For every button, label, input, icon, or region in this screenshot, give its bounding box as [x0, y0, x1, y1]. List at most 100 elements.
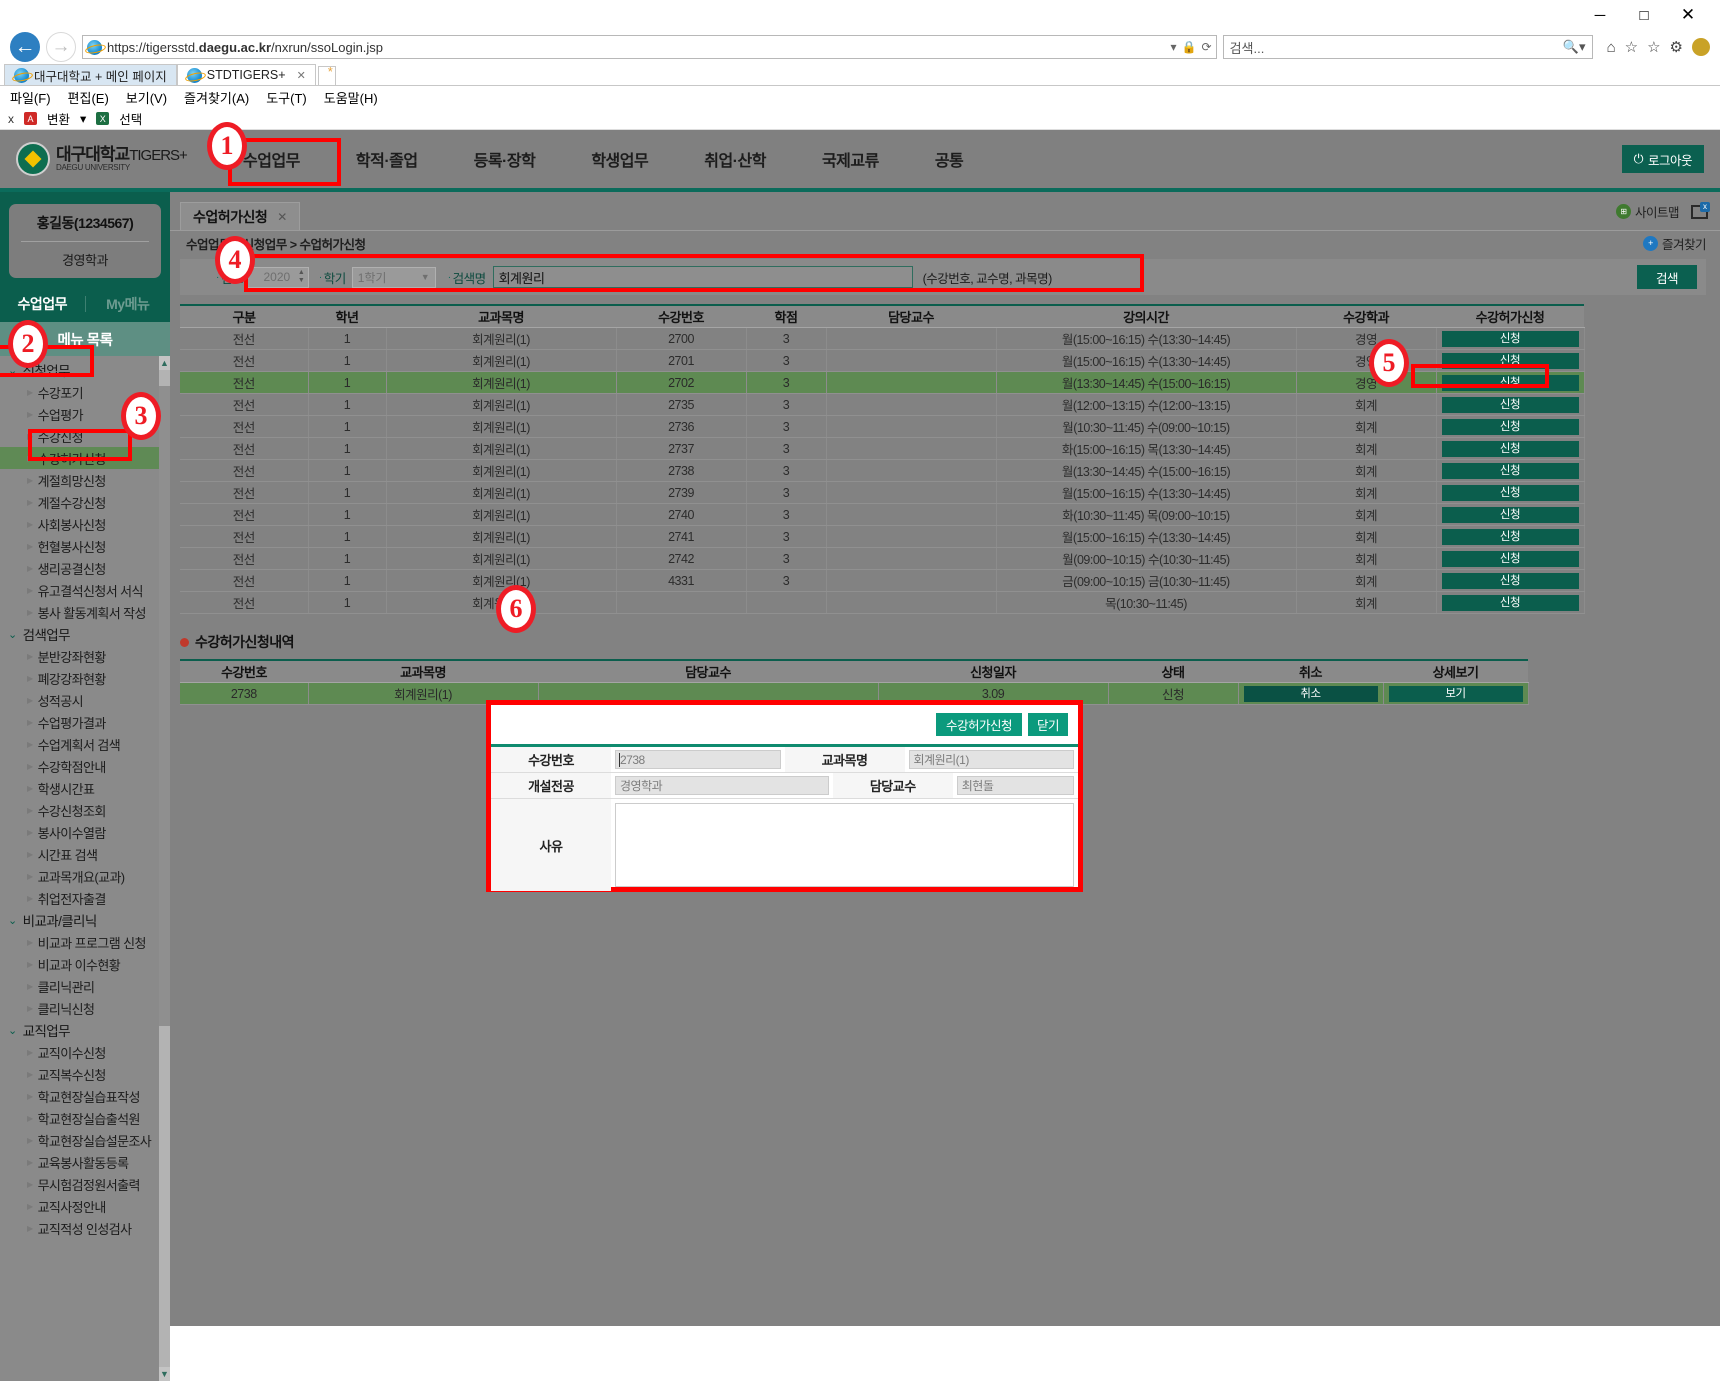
refresh-icon[interactable]: ⟳ — [1201, 40, 1212, 54]
table-row[interactable]: 전선 1 회계원리(1) 2736 3 월(10:30~11:45) 수(09:00~10… — [180, 415, 1585, 438]
table-row[interactable]: 전선 1 회계원리(1) 2737 3 화(15:00~16:15) 목(13:30~14… — [180, 437, 1585, 460]
sidebar-item-3-7[interactable]: ▶ 교직사정안내 — [0, 1195, 170, 1217]
sidebar-item-2-0[interactable]: ▶ 비교과 프로그램 신청 — [0, 931, 170, 953]
table-row[interactable]: 전선 1 회계원리(1) 2735 3 월(12:00~13:15) 수(12:00~13… — [180, 393, 1585, 416]
nav-item-chwieop[interactable]: 취업·산학 — [704, 153, 766, 170]
logout-button[interactable]: ⏻ 로그아웃 — [1621, 145, 1704, 173]
menu-edit[interactable]: 편집(E) — [67, 90, 109, 106]
sidebar-item-3-0[interactable]: ▶ 교직이수신청 — [0, 1041, 170, 1063]
sidebar-group-2[interactable]: ⌄ 비교과/클리닉 — [0, 909, 170, 931]
favorites-link[interactable]: + 즐겨찾기 — [1642, 234, 1707, 253]
menu-help[interactable]: 도움말(H) — [323, 90, 378, 106]
cancel-button[interactable]: 취소 — [1243, 685, 1378, 702]
modal-major-input[interactable]: 경영학과 — [615, 776, 829, 795]
menu-view[interactable]: 보기(V) — [125, 90, 168, 106]
nav-item-deungrok[interactable]: 등록·장학 — [473, 153, 536, 170]
nav-item-gongtong[interactable]: 공통 — [934, 153, 964, 170]
sidebar-item-1-10[interactable]: ▶ 교과목개요(교과) — [0, 865, 170, 887]
window-close-button[interactable]: ✕ — [1680, 5, 1696, 24]
sidebar-scrollbar[interactable]: ▲ ▼ — [159, 356, 170, 1381]
nav-item-haksaeng[interactable]: 학생업무 — [591, 153, 649, 170]
apply-button[interactable]: 신청 — [1441, 506, 1579, 523]
table-row[interactable]: 전선 1 회계원리(1) 4331 3 금(09:00~10:15) 금(10:30~11… — [180, 569, 1585, 592]
table-row[interactable]: 2738 회계원리(1) 3.09 신청 취소 보기 — [180, 682, 1529, 705]
back-button[interactable]: ← — [10, 32, 40, 62]
table-row[interactable]: 전선 1 회계원리(1) 2740 3 화(10:30~11:45) 목(09:00~10… — [180, 503, 1585, 526]
year-stepper[interactable]: 2020 ▲ ▼ — [244, 266, 309, 288]
sidebar-tab-mymenu[interactable]: My메뉴 — [106, 296, 150, 312]
modal-number-input[interactable]: 2738 — [615, 750, 781, 769]
close-icon[interactable]: ✕ — [277, 209, 288, 224]
nav-item-suup[interactable]: 수업업무 — [243, 153, 300, 170]
modal-course-input[interactable]: 회계원리(1) — [908, 750, 1074, 769]
table-row[interactable]: 전선 1 회계원리(1) 2702 3 월(13:30~14:45) 수(15:00~16… — [180, 371, 1585, 394]
content-tab-suupheogasincheong[interactable]: 수업허가신청 ✕ — [180, 202, 301, 230]
stepper-arrows-icon[interactable]: ▲ ▼ — [297, 268, 305, 284]
scroll-down-icon[interactable]: ▼ — [159, 1367, 170, 1381]
sidebar-item-1-5[interactable]: ▶ 수강학점안내 — [0, 755, 170, 777]
scroll-up-icon[interactable]: ▲ — [159, 356, 170, 370]
sidebar-item-1-0[interactable]: ▶ 분반강좌현황 — [0, 645, 170, 667]
apply-button[interactable]: 신청 — [1441, 594, 1579, 611]
read-mode-icon[interactable]: ☆ — [1647, 39, 1661, 56]
browser-tab-0[interactable]: 대구대학교 + 메인 페이지 — [4, 64, 177, 85]
window-minimize-button[interactable]: ─ — [1594, 6, 1606, 24]
nav-item-hakjeok[interactable]: 학적·졸업 — [355, 153, 418, 170]
browser-search-input[interactable]: 검색... 🔍▾ — [1222, 35, 1593, 59]
table-row[interactable]: 전선 1 회계원리(1) 2738 3 월(13:30~14:45) 수(15:00~16… — [180, 459, 1585, 482]
avatar[interactable] — [1692, 38, 1710, 56]
close-icon[interactable]: ✕ — [296, 69, 306, 82]
chevron-down-icon[interactable]: ▾ — [1170, 40, 1177, 54]
sidebar-item-3-1[interactable]: ▶ 교직복수신청 — [0, 1063, 170, 1085]
menu-file[interactable]: 파일(F) — [10, 90, 51, 106]
sidebar-item-3-2[interactable]: ▶ 학교현장실습표작성 — [0, 1085, 170, 1107]
close-window-icon[interactable] — [1691, 201, 1710, 219]
sidebar-item-0-10[interactable]: ▶ 봉사 활동계획서 작성 — [0, 601, 170, 623]
keyword-input[interactable]: 회계원리 — [492, 266, 913, 288]
sidebar-tab-suup[interactable]: 수업업무 — [17, 296, 68, 312]
gear-icon[interactable]: ⚙ — [1669, 39, 1683, 56]
table-row[interactable]: 전선 1 회계원리(1) 2742 3 월(09:00~10:15) 수(10:30~11… — [180, 547, 1585, 570]
table-row[interactable]: 전선 1 회계원리(1) 2741 3 월(15:00~16:15) 수(13:30~14… — [180, 525, 1585, 548]
site-logo[interactable]: 대구대학교TIGERS+ DAEGU UNIVERSITY — [0, 142, 215, 176]
sidebar-item-3-6[interactable]: ▶ 무시험검정원서출력 — [0, 1173, 170, 1195]
sidebar-item-1-11[interactable]: ▶ 취업전자출결 — [0, 887, 170, 909]
apply-button[interactable]: 신청 — [1441, 440, 1579, 457]
window-maximize-button[interactable]: □ — [1639, 6, 1649, 24]
apply-button[interactable]: 신청 — [1441, 396, 1579, 413]
apply-button[interactable]: 신청 — [1441, 528, 1579, 545]
modal-reason-textarea[interactable] — [615, 803, 1074, 887]
sidebar-item-1-7[interactable]: ▶ 수강신청조회 — [0, 799, 170, 821]
apply-button[interactable]: 신청 — [1441, 418, 1579, 435]
url-input[interactable]: https://tigersstd.daegu.ac.kr/nxrun/ssoL… — [82, 35, 1217, 59]
sidebar-item-0-7[interactable]: ▶ 헌혈봉사신청 — [0, 535, 170, 557]
sidebar-item-3-8[interactable]: ▶ 교직적성 인성검사 — [0, 1217, 170, 1239]
sidebar-item-1-1[interactable]: ▶ 폐강강좌현황 — [0, 667, 170, 689]
search-icon[interactable]: 🔍▾ — [1562, 39, 1586, 54]
sidebar-item-2-1[interactable]: ▶ 비교과 이수현황 — [0, 953, 170, 975]
detail-button[interactable]: 보기 — [1388, 685, 1523, 702]
sidebar-item-0-6[interactable]: ▶ 사회봉사신청 — [0, 513, 170, 535]
sidebar-item-0-1[interactable]: ▶ 수업평가 — [0, 403, 170, 425]
menu-favorites[interactable]: 즐겨찾기(A) — [184, 90, 250, 106]
modal-professor-input[interactable]: 최현돌 — [956, 776, 1074, 795]
home-icon[interactable]: ⌂ — [1606, 38, 1616, 56]
favorites-star-icon[interactable]: ☆ — [1624, 39, 1639, 56]
sidebar-item-3-5[interactable]: ▶ 교육봉사활동등록 — [0, 1151, 170, 1173]
new-tab-button[interactable] — [317, 64, 336, 85]
apply-button[interactable]: 신청 — [1441, 330, 1579, 347]
close-icon[interactable]: x — [8, 111, 14, 126]
sidebar-item-1-3[interactable]: ▶ 수업평가결과 — [0, 711, 170, 733]
sidebar-item-0-4[interactable]: ▶ 계절희망신청 — [0, 469, 170, 491]
sidebar-item-0-0[interactable]: ▶ 수강포기 — [0, 381, 170, 403]
sidebar-item-1-6[interactable]: ▶ 학생시간표 — [0, 777, 170, 799]
scrollbar-thumb[interactable] — [159, 386, 170, 1026]
sidebar-item-2-2[interactable]: ▶ 클리닉관리 — [0, 975, 170, 997]
sidebar-item-1-8[interactable]: ▶ 봉사이수열람 — [0, 821, 170, 843]
sidebar-item-3-4[interactable]: ▶ 학교현장실습설문조사 — [0, 1129, 170, 1151]
sitemap-link[interactable]: ⊞ 사이트맵 — [1615, 202, 1680, 221]
sidebar-group-1[interactable]: ⌄ 검색업무 — [0, 623, 170, 645]
table-row[interactable]: 전선 1 회계원리(1) 2700 3 월(15:00~16:15) 수(13:30~14… — [180, 327, 1585, 350]
apply-button[interactable]: 신청 — [1441, 484, 1579, 501]
